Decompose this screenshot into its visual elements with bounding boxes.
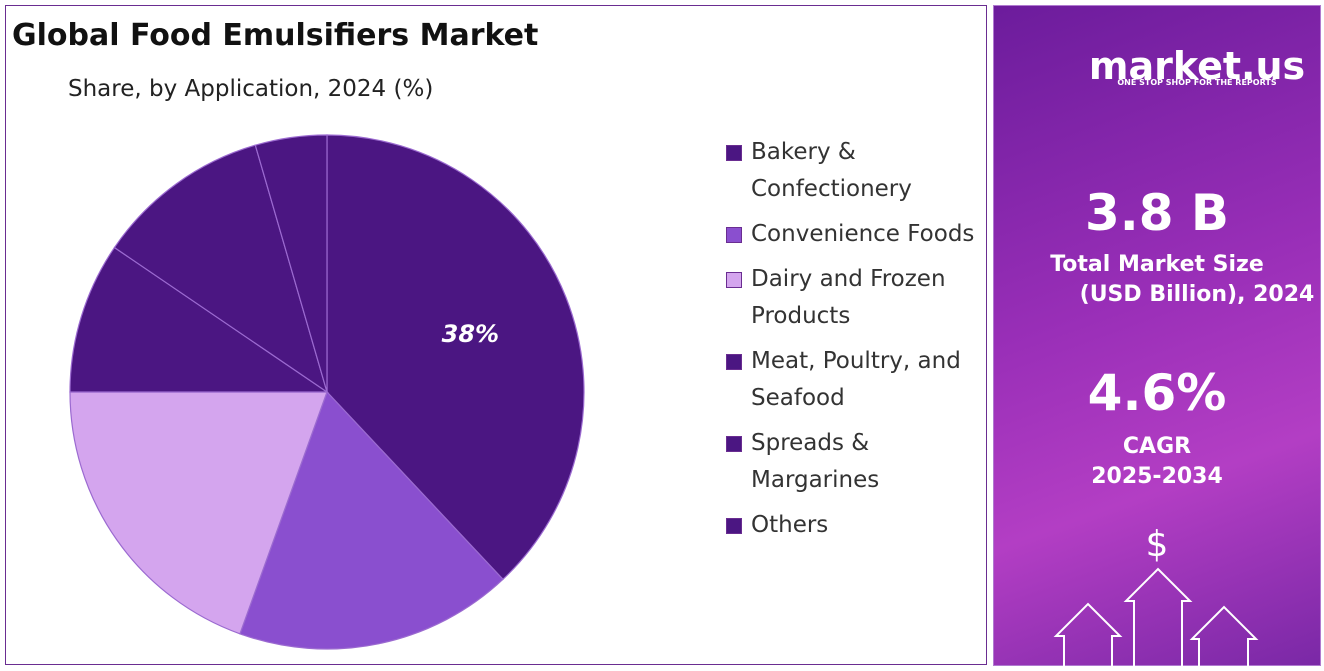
arrows-decoration bbox=[1053, 567, 1259, 667]
data-label: 38% bbox=[442, 320, 499, 348]
legend-label: Bakery & Confectionery bbox=[751, 139, 912, 202]
brand: market.us bbox=[1088, 44, 1306, 88]
pie-slice bbox=[326, 134, 585, 581]
market-size-label: Total Market Size bbox=[1050, 252, 1264, 277]
chart-subtitle: Share, by Application, 2024 (%) bbox=[68, 76, 434, 102]
side-panel: market.us ONE STOP SHOP FOR THE REPORTS … bbox=[993, 5, 1321, 667]
legend-swatch bbox=[726, 436, 742, 452]
legend-swatch bbox=[726, 227, 742, 243]
pie-slice bbox=[69, 391, 328, 635]
legend-swatch bbox=[726, 145, 742, 161]
legend-item: Dairy and Frozen Products bbox=[726, 261, 986, 335]
legend-swatch bbox=[726, 518, 742, 534]
tagline: ONE STOP SHOP FOR THE REPORTS bbox=[1117, 78, 1277, 87]
market-size-label: (USD Billion), 2024 bbox=[1079, 282, 1315, 307]
chart-frame bbox=[5, 5, 987, 665]
chart-title: Global Food Emulsifiers Market bbox=[12, 18, 539, 53]
currency-icon: $ bbox=[1145, 524, 1169, 565]
legend-label: Others bbox=[751, 512, 829, 538]
legend-label: Dairy and Frozen Products bbox=[751, 266, 946, 329]
pie-chart: 38% bbox=[69, 134, 585, 650]
legend-label: Spreads & Margarines bbox=[751, 430, 880, 493]
legend-item: Others bbox=[726, 507, 986, 544]
market-size: 3.8 B bbox=[1084, 184, 1230, 242]
pie-slice bbox=[69, 246, 329, 393]
legend: Bakery & Confectionery Convenience Foods D… bbox=[726, 134, 986, 552]
legend-item: Spreads & Margarines bbox=[726, 425, 986, 499]
legend-item: Meat, Poultry, and Seafood bbox=[726, 343, 986, 417]
legend-swatch bbox=[726, 354, 742, 370]
cagr-label: CAGR bbox=[1122, 434, 1192, 459]
pie-slice bbox=[254, 134, 328, 393]
legend-swatch bbox=[726, 272, 742, 288]
legend-label: Convenience Foods bbox=[751, 221, 975, 247]
legend-item: Bakery & Confectionery bbox=[726, 134, 986, 208]
pie-slice bbox=[239, 390, 504, 650]
legend-item: Convenience Foods bbox=[726, 216, 986, 253]
cagr-label: 2025-2034 bbox=[1091, 464, 1223, 489]
legend-label: Meat, Poultry, and Seafood bbox=[751, 348, 961, 411]
pie-slice bbox=[113, 144, 329, 394]
cagr: 4.6% bbox=[1087, 364, 1227, 422]
